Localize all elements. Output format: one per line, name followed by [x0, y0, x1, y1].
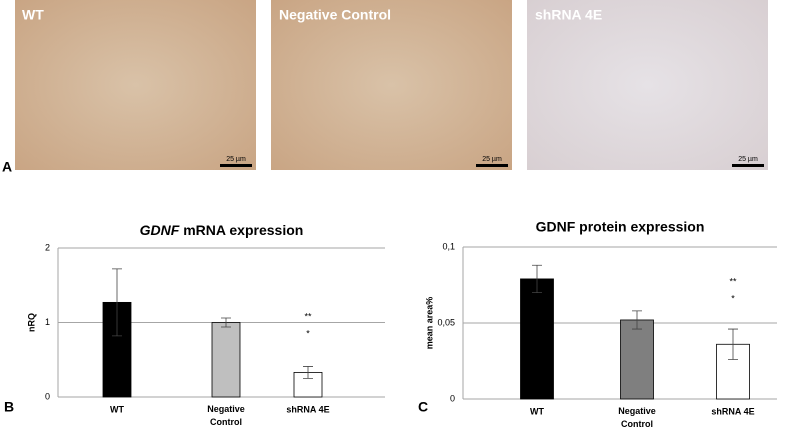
- significance: *: [731, 293, 735, 303]
- scale-bar: [476, 164, 508, 167]
- y-tick-label: 0,1: [442, 241, 455, 251]
- y-tick-label: 0: [450, 393, 455, 403]
- chart-title: GDNF mRNA expression: [140, 222, 304, 238]
- bar: [211, 322, 241, 398]
- scale-label: 25 µm: [738, 156, 758, 163]
- error-bar: [221, 317, 231, 328]
- chart-title: GDNF protein expression: [536, 219, 705, 235]
- x-tick-label: shRNA 4E: [286, 404, 329, 414]
- significance: **: [304, 311, 312, 321]
- x-tick-label: Negative Control: [618, 406, 656, 429]
- panel-label: A: [2, 159, 12, 175]
- scale-label: 25 µm: [482, 156, 502, 163]
- x-tick-label: shRNA 4E: [711, 406, 754, 416]
- micrograph: [271, 0, 512, 170]
- scale-label: 25 µm: [226, 156, 246, 163]
- y-tick-label: 0,05: [437, 317, 455, 327]
- y-tick-label: 2: [45, 242, 50, 252]
- bar: [620, 319, 654, 400]
- x-tick-label: WT: [110, 404, 124, 414]
- micrograph: [15, 0, 256, 170]
- scale-bar: [220, 164, 252, 167]
- micrograph: [527, 0, 768, 170]
- x-tick-label: WT: [530, 406, 544, 416]
- error-bar: [632, 310, 642, 330]
- error-bar: [112, 268, 122, 337]
- error-bar: [728, 328, 738, 360]
- image-label: WT: [22, 7, 44, 23]
- error-bar: [303, 366, 313, 379]
- x-tick-label: Negative Control: [207, 404, 245, 427]
- y-tick-label: 1: [45, 317, 50, 327]
- bar: [520, 278, 554, 400]
- panel-label: B: [4, 399, 14, 415]
- y-axis-label: nRQ: [26, 313, 36, 332]
- y-axis-label: mean area%: [424, 297, 434, 350]
- scale-bar: [732, 164, 764, 167]
- image-label: shRNA 4E: [535, 7, 602, 23]
- error-bar: [532, 264, 542, 293]
- significance: *: [306, 328, 310, 338]
- image-label: Negative Control: [279, 7, 391, 23]
- significance: **: [729, 276, 737, 286]
- panel-label: C: [418, 399, 428, 415]
- y-tick-label: 0: [45, 391, 50, 401]
